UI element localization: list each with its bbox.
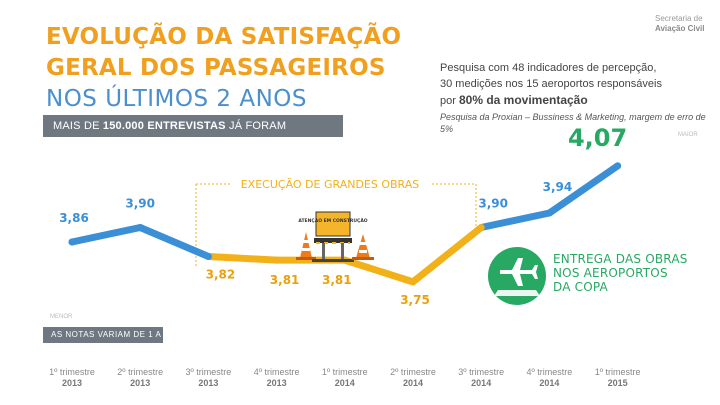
construction-barrier-icon: ATENÇÃO EM CONSTRUÇÃO [298,211,368,262]
series-line-segment-1 [68,224,212,260]
data-label: 4,07 [568,124,627,152]
points-group [68,162,622,286]
data-point [545,209,553,217]
survey-description: Pesquisa com 48 indicadores de percepção… [440,60,715,135]
x-tick-year: 2013 [61,378,83,388]
survey-source: Pesquisa da Proxian – Bussiness & Market… [440,112,706,134]
banner-suffix: JÁ FORAM REALIZADAS [53,120,287,154]
scale-note: AS NOTAS VARIAM DE 1 A 5 [43,327,163,355]
x-tick-label: 2º trimestre 2014 [378,367,448,389]
data-label: 3,94 [543,180,573,194]
x-tick-label: 3º trimestre 2014 [446,367,516,389]
entrega-line-2: NOS AEROPORTOS [553,266,668,280]
data-label: 3,82 [206,268,236,282]
traffic-cone-icon [352,234,374,260]
x-tick-year: 2014 [402,378,424,388]
x-tick-label: 1º trimestre 2015 [583,367,653,389]
x-tick-quarter: 2º trimestre [117,367,164,377]
data-label: 3,90 [125,197,155,211]
data-point [477,224,485,231]
x-tick-label: 4º trimestre 2013 [242,367,312,389]
x-tick-year: 2014 [334,378,355,388]
data-label: 3,86 [59,211,89,225]
data-label: 3,81 [322,273,352,287]
x-tick-year: 2013 [130,378,151,388]
entrega-line-3: DA COPA [553,280,608,294]
desc-line-3-prefix: por [440,95,456,107]
desc-line-3-bold: 80% da movimentação [458,93,588,107]
x-tick-quarter: 1º trimestre [49,367,95,377]
x-tick-label: 4º trimestre 2014 [514,367,584,389]
x-tick-label: 3º trimestre 2013 [173,367,243,389]
data-labels-group: 3,86 3,90 3,82 3,81 3,81 3,75 3,90 3,94 4,07 [59,124,627,307]
data-point [204,253,212,260]
sign-text: ATENÇÃO EM CONSTRUÇÃO [298,217,367,224]
x-tick-year: 2013 [198,378,219,388]
data-label: 3,90 [478,197,508,211]
data-label: 3,75 [400,293,430,307]
entrega-line-1: ENTREGA DAS OBRAS [553,252,688,266]
title-line-1: EVOLUÇÃO DA SATISFAÇÃO [46,24,402,50]
x-tick-year: 2013 [266,378,287,388]
ministry-line-2: Aviação Civil [655,24,705,33]
x-tick-quarter: 3º trimestre [185,367,232,377]
axis-min-label: MENOR [50,314,73,320]
x-tick-label: 2º trimestre 2013 [105,367,175,389]
banner-bold: 150.000 ENTREVISTAS [102,120,226,132]
x-tick-quarter: 1º trimestre [321,367,368,377]
x-tick-year: 2014 [539,378,560,388]
airport-icon [488,247,546,305]
data-point [136,224,144,231]
obras-label-bg [230,176,430,192]
x-tick-quarter: 3º trimestre [458,367,505,377]
x-tick-label: 1º trimestre 2014 [310,367,380,389]
data-point [68,238,76,246]
interviews-banner: MAIS DE 150.000 ENTREVISTAS JÁ FORAM REA… [43,115,343,154]
x-tick-quarter: 4º trimestre [526,367,573,377]
data-point [273,256,281,264]
axis-max-label: MAIOR [678,132,698,138]
x-tick-quarter: 4º trimestre [253,367,300,377]
entrega-obras-label: ENTREGA DAS OBRAS NOS AEROPORTOS DA COPA [553,252,688,294]
obras-label: EXECUÇÃO DE GRANDES OBRAS [241,178,420,191]
page-title: EVOLUÇÃO DA SATISFAÇÃO GERAL DOS PASSAGE… [46,22,401,115]
airplane-icon [500,258,538,286]
data-point [409,278,417,286]
data-label: 3,81 [270,273,300,287]
title-line-3: NOS ÚLTIMOS 2 ANOS [46,86,307,112]
title-line-2: GERAL DOS PASSAGEIROS [46,55,386,81]
ministry-logo: Secretaria de Aviação Civil [655,14,705,34]
x-tick-quarter: 2º trimestre [390,367,436,377]
ministry-line-1: Secretaria de [655,14,703,23]
desc-line-1: Pesquisa com 48 indicadores de percepção… [440,62,657,74]
data-point [614,162,622,170]
x-tick-label: 1º trimestre 2013 [37,367,107,389]
traffic-cone-icon [296,232,316,260]
banner-prefix: MAIS DE [53,120,100,132]
x-tick-year: 2014 [471,378,492,388]
x-tick-year: 2015 [607,378,628,388]
x-tick-quarter: 1º trimestre [594,367,641,377]
desc-line-2: 30 medições nos 15 aeroportos responsáve… [440,78,662,90]
